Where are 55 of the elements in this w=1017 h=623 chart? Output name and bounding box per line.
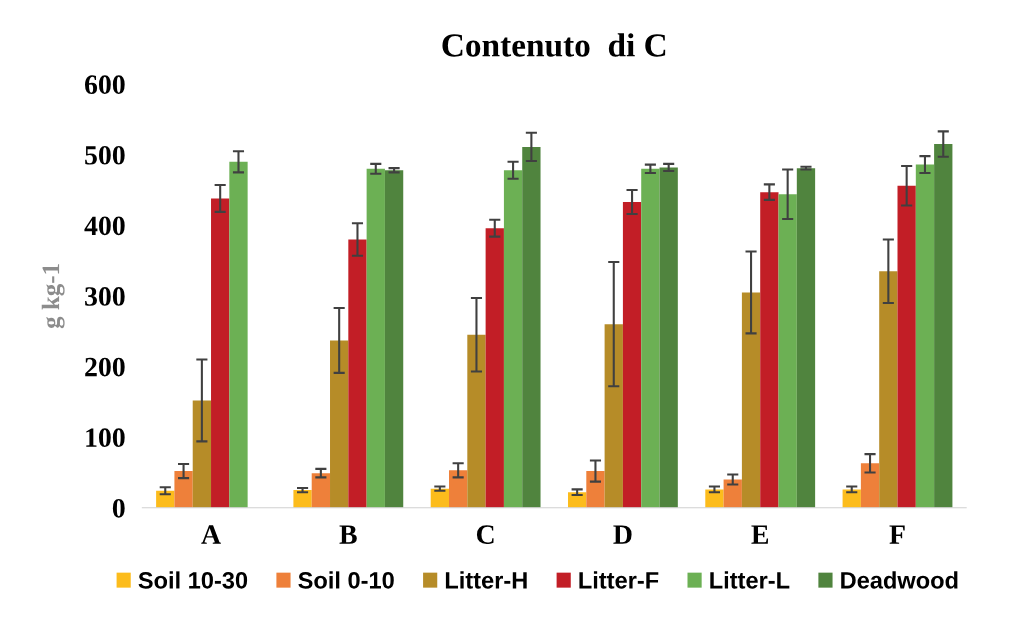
bar [330,340,349,508]
x-tick-label: A [201,525,221,544]
bar [705,489,724,508]
x-tick-label: B [339,525,357,544]
bar [384,170,404,508]
y-tick-label: 200 [85,357,125,377]
x-tick-label: F [889,525,905,544]
bar [348,239,367,508]
y-tick-label: 100 [86,428,125,448]
bar [842,489,861,508]
y-axis-title: g kg-1 [41,264,65,329]
chart-title: Contenuto di C [442,33,666,57]
bar [860,463,880,508]
y-tick-label: 0 [112,498,125,518]
bar [604,324,623,508]
bar [174,471,193,508]
bar [934,144,953,508]
bar [449,470,468,508]
legend-label: Soil 10-30 [138,571,248,589]
bar [229,161,248,508]
bar [586,471,605,508]
legend-label: Deadwood [841,571,958,589]
legend-label: Litter-F [579,571,659,589]
y-tick-label: 400 [84,216,125,236]
bar [567,492,587,508]
bar [211,198,230,508]
bar [741,292,761,508]
bar [503,170,523,508]
bar [778,194,797,508]
legend-label: Soil 0-10 [298,571,394,589]
bar [192,400,212,508]
bar [293,490,312,508]
bar [915,164,935,508]
x-tick-label: D [613,525,632,544]
bar [467,334,486,508]
y-tick-label: 500 [85,145,125,165]
bar [897,185,916,508]
bar [796,168,816,508]
legend-label: Litter-H [445,571,527,589]
legend-label: Litter-L [710,571,790,589]
bar [622,202,642,508]
y-tick-label: 300 [85,287,125,306]
bar [366,168,385,508]
bar [760,192,779,508]
bar [311,473,331,508]
y-tick-label: 600 [85,75,125,95]
bar [522,146,541,508]
bar [641,168,660,508]
bar [723,479,742,508]
bar [485,228,504,508]
bar [430,488,450,508]
x-tick-label: C [476,525,494,544]
bar [659,167,678,508]
bar [879,271,898,508]
x-tick-label: E [751,525,769,544]
